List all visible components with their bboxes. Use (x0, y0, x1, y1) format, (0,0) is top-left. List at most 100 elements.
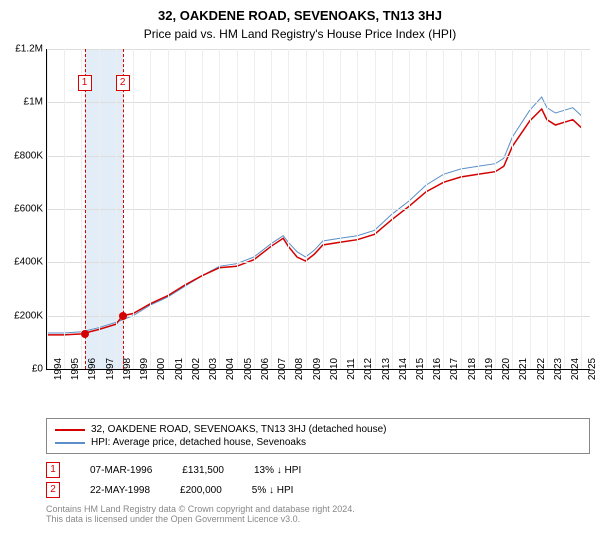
event-row: 2 22-MAY-1998 £200,000 5% ↓ HPI (46, 480, 590, 500)
events-table: 1 07-MAR-1996 £131,500 13% ↓ HPI 2 22-MA… (46, 460, 590, 500)
y-axis-label: £1.2M (15, 44, 47, 55)
x-axis-label: 2023 (551, 358, 564, 380)
gridline-h (47, 156, 590, 157)
gridline-v (288, 49, 289, 369)
gridline-h (47, 49, 590, 50)
event-date: 22-MAY-1998 (90, 485, 150, 496)
x-axis-label: 1999 (137, 358, 150, 380)
x-axis-label: 2009 (310, 358, 323, 380)
x-axis-label: 2004 (223, 358, 236, 380)
gridline-v (495, 49, 496, 369)
event-number-box: 2 (46, 482, 60, 498)
legend-swatch (55, 429, 85, 431)
x-axis-label: 2002 (189, 358, 202, 380)
event-price: £131,500 (182, 465, 224, 476)
gridline-v (323, 49, 324, 369)
footer-line: This data is licensed under the Open Gov… (46, 514, 590, 524)
x-axis-label: 2025 (585, 358, 598, 380)
gridline-v (271, 49, 272, 369)
series-line (47, 109, 581, 335)
gridline-v (530, 49, 531, 369)
gridline-v (564, 49, 565, 369)
event-line (123, 49, 124, 369)
y-axis-label: £800K (14, 150, 47, 161)
gridline-v (47, 49, 48, 369)
legend-item: 32, OAKDENE ROAD, SEVENOAKS, TN13 3HJ (d… (55, 423, 581, 436)
event-row: 1 07-MAR-1996 £131,500 13% ↓ HPI (46, 460, 590, 480)
x-axis-label: 2020 (499, 358, 512, 380)
gridline-h (47, 102, 590, 103)
gridline-v (168, 49, 169, 369)
x-axis-label: 2003 (206, 358, 219, 380)
event-marker (81, 330, 89, 338)
x-axis-label: 2001 (172, 358, 185, 380)
gridline-v (581, 49, 582, 369)
event-marker (119, 312, 127, 320)
x-axis-label: 2015 (413, 358, 426, 380)
x-axis-label: 2010 (327, 358, 340, 380)
legend-label: HPI: Average price, detached house, Seve… (91, 437, 306, 448)
gridline-v (116, 49, 117, 369)
chart-legend: 32, OAKDENE ROAD, SEVENOAKS, TN13 3HJ (d… (46, 418, 590, 454)
gridline-v (443, 49, 444, 369)
x-axis-label: 2016 (430, 358, 443, 380)
event-number-box: 1 (46, 462, 60, 478)
y-axis-label: £1M (24, 97, 47, 108)
legend-item: HPI: Average price, detached house, Seve… (55, 436, 581, 449)
gridline-v (219, 49, 220, 369)
gridline-v (99, 49, 100, 369)
gridline-v (237, 49, 238, 369)
footer-attribution: Contains HM Land Registry data © Crown c… (46, 504, 590, 524)
gridline-v (133, 49, 134, 369)
gridline-v (64, 49, 65, 369)
footer-line: Contains HM Land Registry data © Crown c… (46, 504, 590, 514)
y-axis-label: £600K (14, 204, 47, 215)
gridline-v (202, 49, 203, 369)
y-axis-label: £200K (14, 310, 47, 321)
gridline-v (357, 49, 358, 369)
chart-title: 32, OAKDENE ROAD, SEVENOAKS, TN13 3HJ (0, 0, 600, 23)
x-axis-label: 2014 (396, 358, 409, 380)
x-axis-label: 2022 (534, 358, 547, 380)
x-axis-label: 2013 (379, 358, 392, 380)
x-axis-label: 1997 (103, 358, 116, 380)
gridline-v (409, 49, 410, 369)
y-axis-label: £0 (32, 364, 47, 375)
gridline-v (392, 49, 393, 369)
event-delta: 5% ↓ HPI (252, 485, 294, 496)
gridline-v (375, 49, 376, 369)
legend-label: 32, OAKDENE ROAD, SEVENOAKS, TN13 3HJ (d… (91, 424, 387, 435)
gridline-v (185, 49, 186, 369)
x-axis-label: 2006 (258, 358, 271, 380)
gridline-v (461, 49, 462, 369)
x-axis-label: 2017 (447, 358, 460, 380)
chart-subtitle: Price paid vs. HM Land Registry's House … (0, 23, 600, 49)
x-axis-label: 2000 (154, 358, 167, 380)
event-date: 07-MAR-1996 (90, 465, 152, 476)
event-delta: 13% ↓ HPI (254, 465, 301, 476)
price-chart: £0£200K£400K£600K£800K£1M£1.2M1994199519… (46, 49, 590, 370)
event-line (85, 49, 86, 369)
x-axis-label: 1995 (68, 358, 81, 380)
x-axis-label: 2007 (275, 358, 288, 380)
gridline-h (47, 262, 590, 263)
gridline-v (512, 49, 513, 369)
gridline-v (426, 49, 427, 369)
x-axis-label: 2018 (465, 358, 478, 380)
x-axis-label: 2019 (482, 358, 495, 380)
gridline-v (150, 49, 151, 369)
series-line (47, 97, 581, 333)
event-number-box: 2 (116, 75, 130, 91)
gridline-v (306, 49, 307, 369)
legend-swatch (55, 442, 85, 444)
y-axis-label: £400K (14, 257, 47, 268)
gridline-v (340, 49, 341, 369)
x-axis-label: 1994 (51, 358, 64, 380)
event-price: £200,000 (180, 485, 222, 496)
x-axis-label: 2021 (516, 358, 529, 380)
x-axis-label: 1996 (85, 358, 98, 380)
event-number-box: 1 (78, 75, 92, 91)
x-axis-label: 2024 (568, 358, 581, 380)
x-axis-label: 2011 (344, 358, 357, 380)
x-axis-label: 2008 (292, 358, 305, 380)
